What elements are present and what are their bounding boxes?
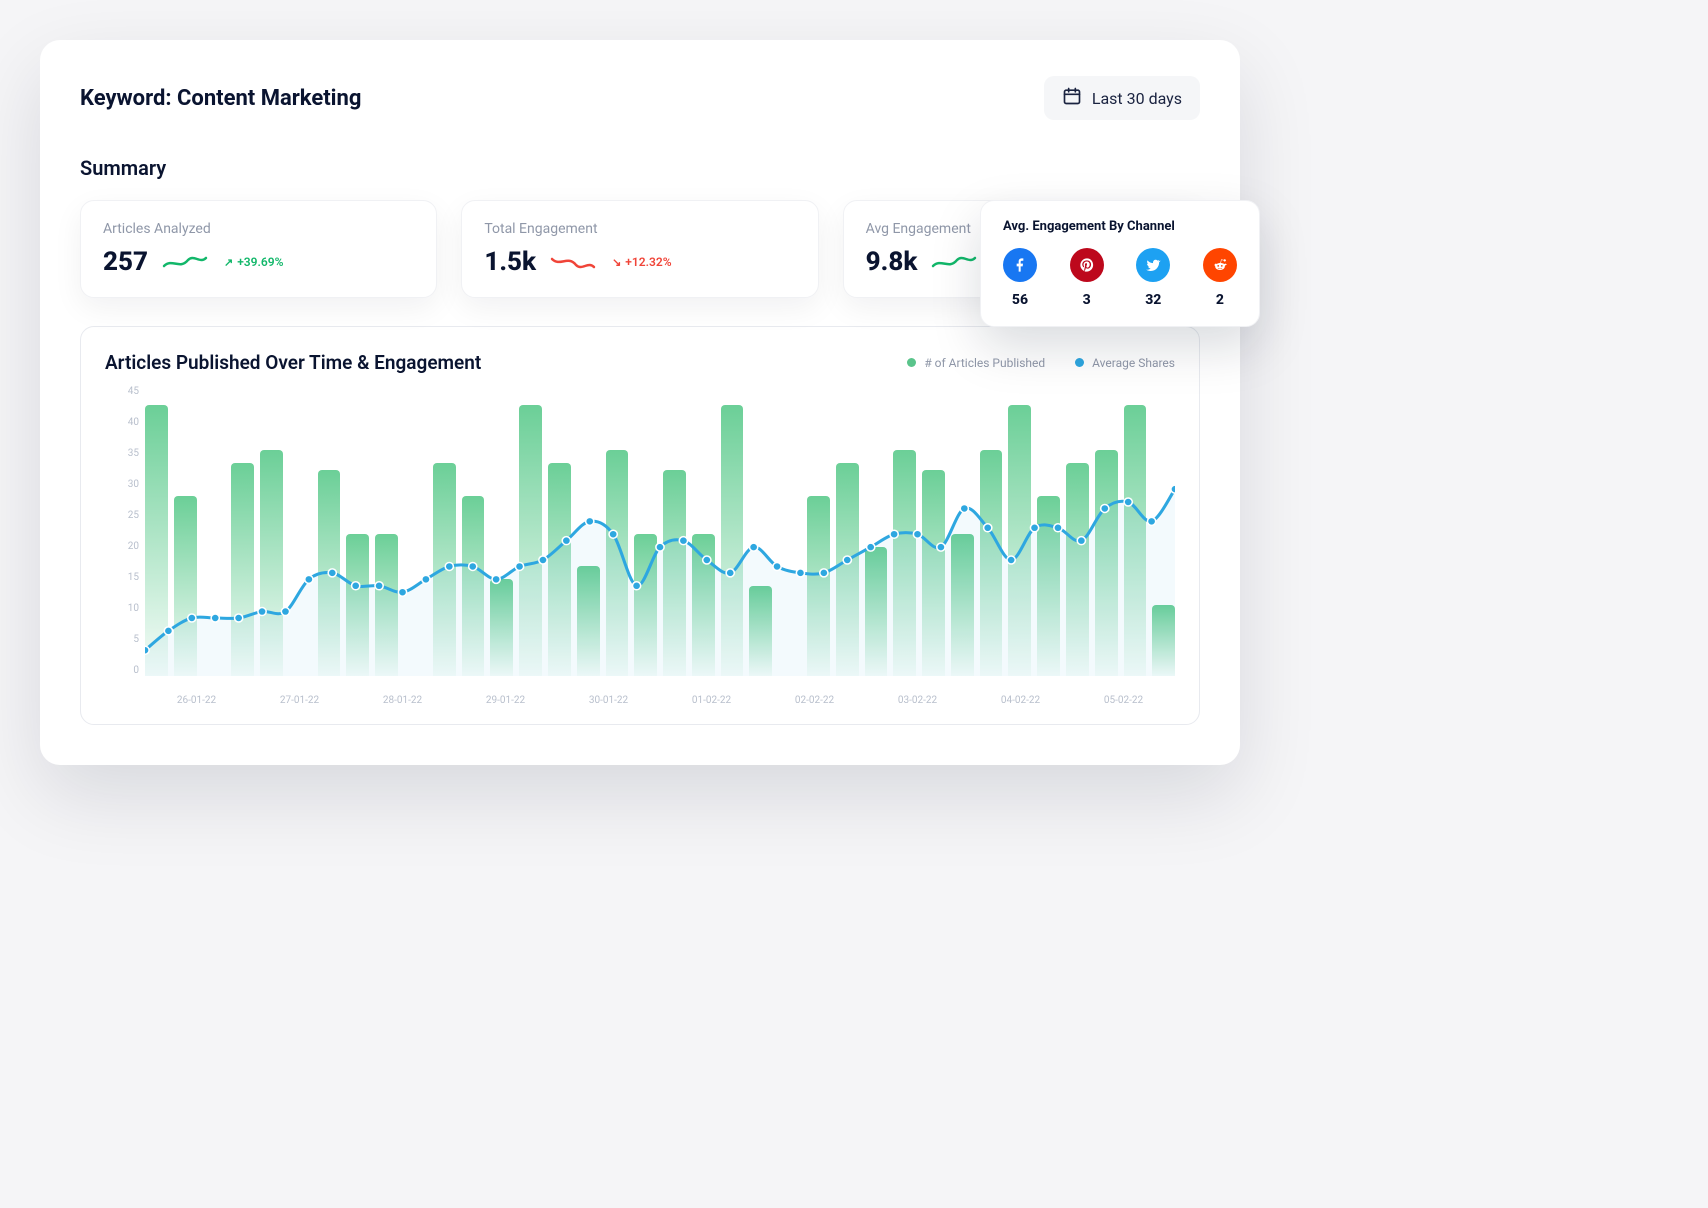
metric-value: 9.8k xyxy=(866,247,918,277)
y-tick-label: 45 xyxy=(128,386,139,397)
dashboard-card: Keyword: Content Marketing Last 30 days … xyxy=(40,40,1240,765)
channel-card-title: Avg. Engagement By Channel xyxy=(1003,219,1237,234)
metric-card: Total Engagement 1.5k ↘ +12.32% xyxy=(461,200,818,298)
x-tick-label: 04-02-22 xyxy=(969,695,1072,706)
channel-icons-row: 56 3 32 2 xyxy=(1003,248,1237,308)
channel-value: 32 xyxy=(1145,292,1161,308)
summary-row: Articles Analyzed 257 ↗ +39.69% Total En… xyxy=(80,200,1200,298)
calendar-icon xyxy=(1062,86,1082,110)
page-title: Keyword: Content Marketing xyxy=(80,86,361,111)
metric-value: 1.5k xyxy=(484,247,536,277)
x-tick-label: 29-01-22 xyxy=(454,695,557,706)
pinterest-icon xyxy=(1070,248,1104,282)
metric-value: 257 xyxy=(103,247,148,277)
channel-item-pinterest[interactable]: 3 xyxy=(1070,248,1104,308)
facebook-icon xyxy=(1003,248,1037,282)
chart-plot-area: 45 40 35 30 25 20 15 10 5 0 26-01-2227-01-2228-01… xyxy=(105,386,1175,706)
x-tick-label: 01-02-22 xyxy=(660,695,763,706)
twitter-icon xyxy=(1136,248,1170,282)
chart-legend: # of Articles Published Average Shares xyxy=(907,356,1175,370)
x-tick-label: 05-02-22 xyxy=(1072,695,1175,706)
channel-item-twitter[interactable]: 32 xyxy=(1136,248,1170,308)
x-tick-label: 26-01-22 xyxy=(145,695,248,706)
date-range-selector[interactable]: Last 30 days xyxy=(1044,76,1200,120)
chart-y-axis: 45 40 35 30 25 20 15 10 5 0 xyxy=(105,386,139,676)
channel-item-reddit[interactable]: 2 xyxy=(1203,248,1237,308)
summary-heading: Summary xyxy=(80,156,1200,180)
y-tick-label: 10 xyxy=(128,603,139,614)
channel-value: 2 xyxy=(1216,292,1224,308)
arrow-up-icon: ↗ xyxy=(224,256,233,269)
chart-title: Articles Published Over Time & Engagemen… xyxy=(105,351,481,374)
y-tick-label: 20 xyxy=(128,541,139,552)
metric-delta: ↘ +12.32% xyxy=(612,255,672,269)
x-tick-label: 02-02-22 xyxy=(763,695,866,706)
y-tick-label: 25 xyxy=(128,510,139,521)
y-tick-label: 30 xyxy=(128,479,139,490)
metric-card: Articles Analyzed 257 ↗ +39.69% xyxy=(80,200,437,298)
y-tick-label: 35 xyxy=(128,448,139,459)
legend-label: Average Shares xyxy=(1092,356,1175,370)
channel-value: 56 xyxy=(1012,292,1028,308)
channel-engagement-card: Avg. Engagement By Channel 56 3 32 2 xyxy=(980,200,1260,327)
y-tick-label: 40 xyxy=(128,417,139,428)
header-row: Keyword: Content Marketing Last 30 days xyxy=(80,76,1200,120)
date-range-label: Last 30 days xyxy=(1092,89,1182,108)
legend-label: # of Articles Published xyxy=(924,356,1045,370)
reddit-icon xyxy=(1203,248,1237,282)
x-tick-label: 30-01-22 xyxy=(557,695,660,706)
channel-value: 3 xyxy=(1083,292,1091,308)
chart-card: Articles Published Over Time & Engagemen… xyxy=(80,326,1200,725)
metric-label: Articles Analyzed xyxy=(103,221,414,237)
y-tick-label: 5 xyxy=(133,634,139,645)
chart-x-axis: 26-01-2227-01-2228-01-2229-01-2230-01-22… xyxy=(145,695,1175,706)
x-tick-label: 03-02-22 xyxy=(866,695,969,706)
x-tick-label: 27-01-22 xyxy=(248,695,351,706)
metric-delta: ↗ +39.69% xyxy=(224,255,284,269)
chart-line xyxy=(145,386,1175,676)
legend-item: # of Articles Published xyxy=(907,356,1045,370)
y-tick-label: 15 xyxy=(128,572,139,583)
y-tick-label: 0 xyxy=(133,665,139,676)
legend-item: Average Shares xyxy=(1075,356,1175,370)
legend-dot-icon xyxy=(1075,358,1084,367)
x-tick-label: 28-01-22 xyxy=(351,695,454,706)
metric-label: Total Engagement xyxy=(484,221,795,237)
channel-item-facebook[interactable]: 56 xyxy=(1003,248,1037,308)
legend-dot-icon xyxy=(907,358,916,367)
arrow-down-icon: ↘ xyxy=(612,256,621,269)
chart-header: Articles Published Over Time & Engagemen… xyxy=(105,351,1175,374)
